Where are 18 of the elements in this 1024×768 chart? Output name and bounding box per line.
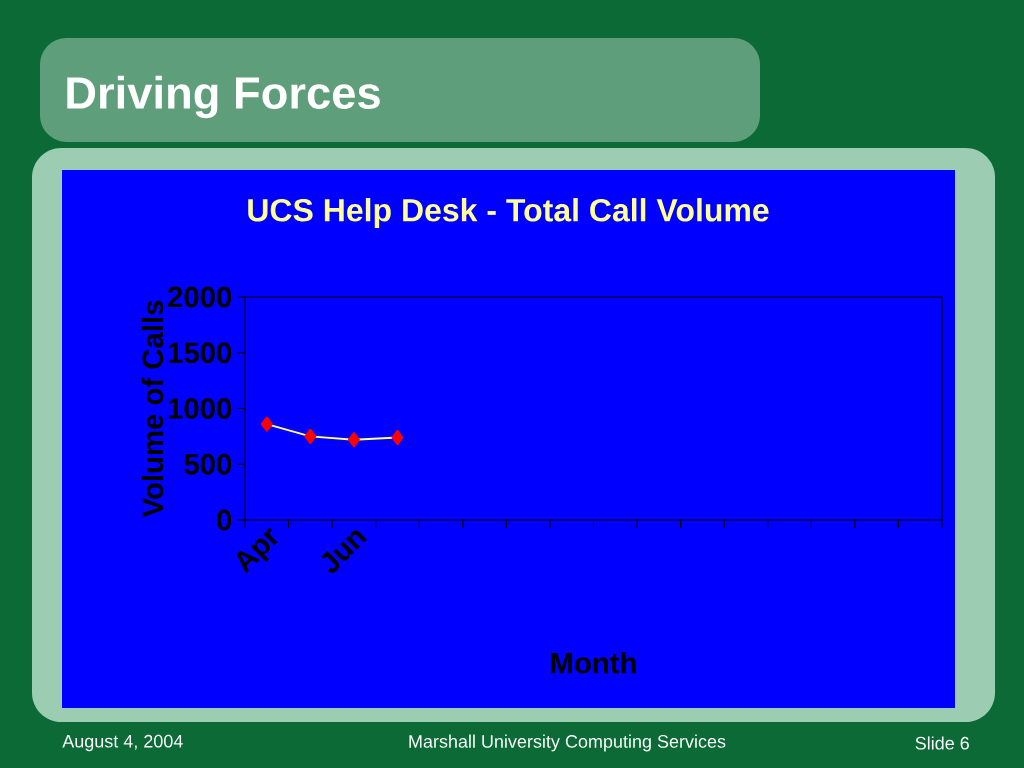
chart-subtitle: UCS Help Desk - Total Call Volume xyxy=(248,198,769,228)
y-tick-label: 500 xyxy=(184,453,232,475)
y-tick-label: 2000 xyxy=(168,286,232,308)
x-tick-label: Jun xyxy=(321,530,367,573)
x-axis-title: Month xyxy=(551,651,636,674)
x-tick-label: Apr xyxy=(236,527,278,574)
y-tick-label: 1000 xyxy=(168,398,232,419)
point xyxy=(304,428,317,445)
text: Slide 6 xyxy=(915,736,969,750)
text: Marshall University Computing Services xyxy=(409,734,726,752)
chart-title: Driving Forces xyxy=(67,75,380,119)
text: August 4, 2004 xyxy=(62,734,183,752)
point xyxy=(391,429,404,446)
y-axis-title: Volume of Calls xyxy=(141,300,164,518)
point xyxy=(260,416,273,432)
point xyxy=(347,432,360,448)
y-tick-label: 1500 xyxy=(168,342,232,364)
y-tick-label: 0 xyxy=(217,509,232,531)
